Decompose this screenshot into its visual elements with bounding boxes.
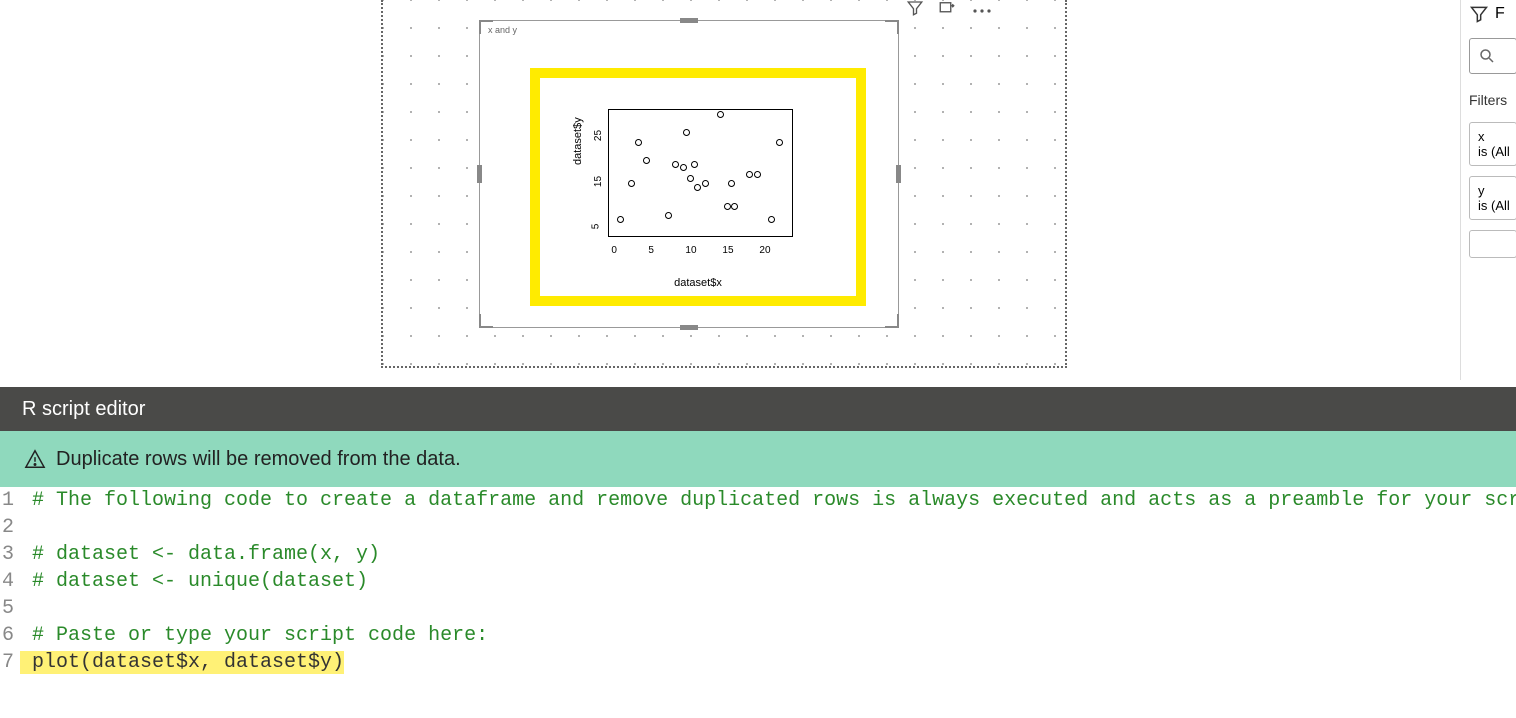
- scatter-point: [643, 157, 650, 164]
- filters-panel: F Filters xis (Allyis (All: [1460, 0, 1516, 380]
- report-canvas[interactable]: x and y dataset$y dataset$x 515250510152…: [381, 0, 1067, 368]
- warning-icon: [24, 448, 46, 470]
- scatter-point: [680, 164, 687, 171]
- scatter-point: [754, 171, 761, 178]
- search-icon: [1478, 47, 1496, 65]
- code-text: plot(dataset$x, dataset$y): [20, 649, 344, 676]
- scatter-point: [694, 184, 701, 191]
- code-text: [20, 514, 32, 541]
- scatter-point: [691, 161, 698, 168]
- resize-handle-tr[interactable]: [885, 20, 899, 34]
- scatter-point: [665, 212, 672, 219]
- scatter-point: [672, 161, 679, 168]
- resize-handle-tl[interactable]: [479, 20, 493, 34]
- warning-bar: Duplicate rows will be removed from the …: [0, 431, 1516, 487]
- filter-field: x: [1478, 129, 1508, 144]
- scatter-point: [717, 111, 724, 118]
- filter-summary: is (All: [1478, 144, 1508, 159]
- scatter-point: [724, 203, 731, 210]
- filters-on-label: Filters: [1469, 92, 1516, 108]
- scatter-point: [746, 171, 753, 178]
- x-axis-label: dataset$x: [588, 277, 808, 289]
- code-text: # dataset <- unique(dataset): [20, 568, 368, 595]
- scatter-plot: dataset$y dataset$x 5152505101520: [588, 109, 808, 284]
- funnel-icon[interactable]: [906, 0, 924, 17]
- line-number: 3: [0, 541, 20, 568]
- filter-card[interactable]: yis (All: [1469, 176, 1516, 220]
- scatter-point: [687, 175, 694, 182]
- line-number: 7: [0, 649, 20, 676]
- resize-handle-br[interactable]: [885, 314, 899, 328]
- resize-handle-b[interactable]: [680, 325, 698, 330]
- visual-header: [906, 0, 994, 17]
- code-editor[interactable]: 1 # The following code to create a dataf…: [0, 487, 1516, 676]
- line-number: 4: [0, 568, 20, 595]
- scatter-point: [731, 203, 738, 210]
- scatter-point: [617, 216, 624, 223]
- scatter-point: [628, 180, 635, 187]
- code-line[interactable]: 2: [0, 514, 1516, 541]
- resize-handle-l[interactable]: [477, 165, 482, 183]
- scatter-point: [702, 180, 709, 187]
- line-number: 2: [0, 514, 20, 541]
- line-number: 6: [0, 622, 20, 649]
- code-text: # The following code to create a datafra…: [20, 487, 1516, 514]
- code-line[interactable]: 3 # dataset <- data.frame(x, y): [0, 541, 1516, 568]
- filter-search[interactable]: [1469, 38, 1516, 74]
- y-tick: 15: [593, 176, 604, 187]
- code-text: # dataset <- data.frame(x, y): [20, 541, 380, 568]
- script-editor-header: R script editor: [0, 387, 1516, 431]
- warning-text: Duplicate rows will be removed from the …: [56, 448, 461, 471]
- resize-handle-bl[interactable]: [479, 314, 493, 328]
- code-text: # Paste or type your script code here:: [20, 622, 488, 649]
- editor-title: R script editor: [22, 398, 145, 421]
- y-tick: 5: [590, 224, 601, 230]
- code-text: [20, 595, 32, 622]
- x-tick: 5: [648, 245, 654, 256]
- code-line[interactable]: 5: [0, 595, 1516, 622]
- resize-handle-r[interactable]: [896, 165, 901, 183]
- resize-handle-t[interactable]: [680, 18, 698, 23]
- scatter-point: [776, 139, 783, 146]
- scatter-point: [768, 216, 775, 223]
- code-line[interactable]: 4 # dataset <- unique(dataset): [0, 568, 1516, 595]
- ellipsis-icon[interactable]: [970, 0, 994, 17]
- x-tick: 20: [759, 245, 770, 256]
- x-tick: 15: [722, 245, 733, 256]
- scatter-point: [683, 129, 690, 136]
- plot-box: [608, 109, 793, 237]
- funnel-icon: [1469, 4, 1489, 24]
- filter-summary: is (All: [1478, 198, 1508, 213]
- x-tick: 0: [611, 245, 617, 256]
- scatter-point: [728, 180, 735, 187]
- add-filter-placeholder[interactable]: [1469, 230, 1516, 258]
- focus-mode-icon[interactable]: [938, 0, 956, 17]
- line-number: 1: [0, 487, 20, 514]
- y-axis-label: dataset$y: [572, 117, 584, 165]
- filter-field: y: [1478, 183, 1508, 198]
- r-visual-container[interactable]: x and y dataset$y dataset$x 515250510152…: [479, 20, 899, 328]
- scatter-point: [635, 139, 642, 146]
- x-tick: 10: [685, 245, 696, 256]
- line-number: 5: [0, 595, 20, 622]
- code-line[interactable]: 6 # Paste or type your script code here:: [0, 622, 1516, 649]
- filters-header: F: [1469, 4, 1516, 24]
- code-line[interactable]: 7 plot(dataset$x, dataset$y): [0, 649, 1516, 676]
- filters-header-label: F: [1495, 5, 1505, 23]
- filter-card[interactable]: xis (All: [1469, 122, 1516, 166]
- code-line[interactable]: 1 # The following code to create a dataf…: [0, 487, 1516, 514]
- y-tick: 25: [593, 130, 604, 141]
